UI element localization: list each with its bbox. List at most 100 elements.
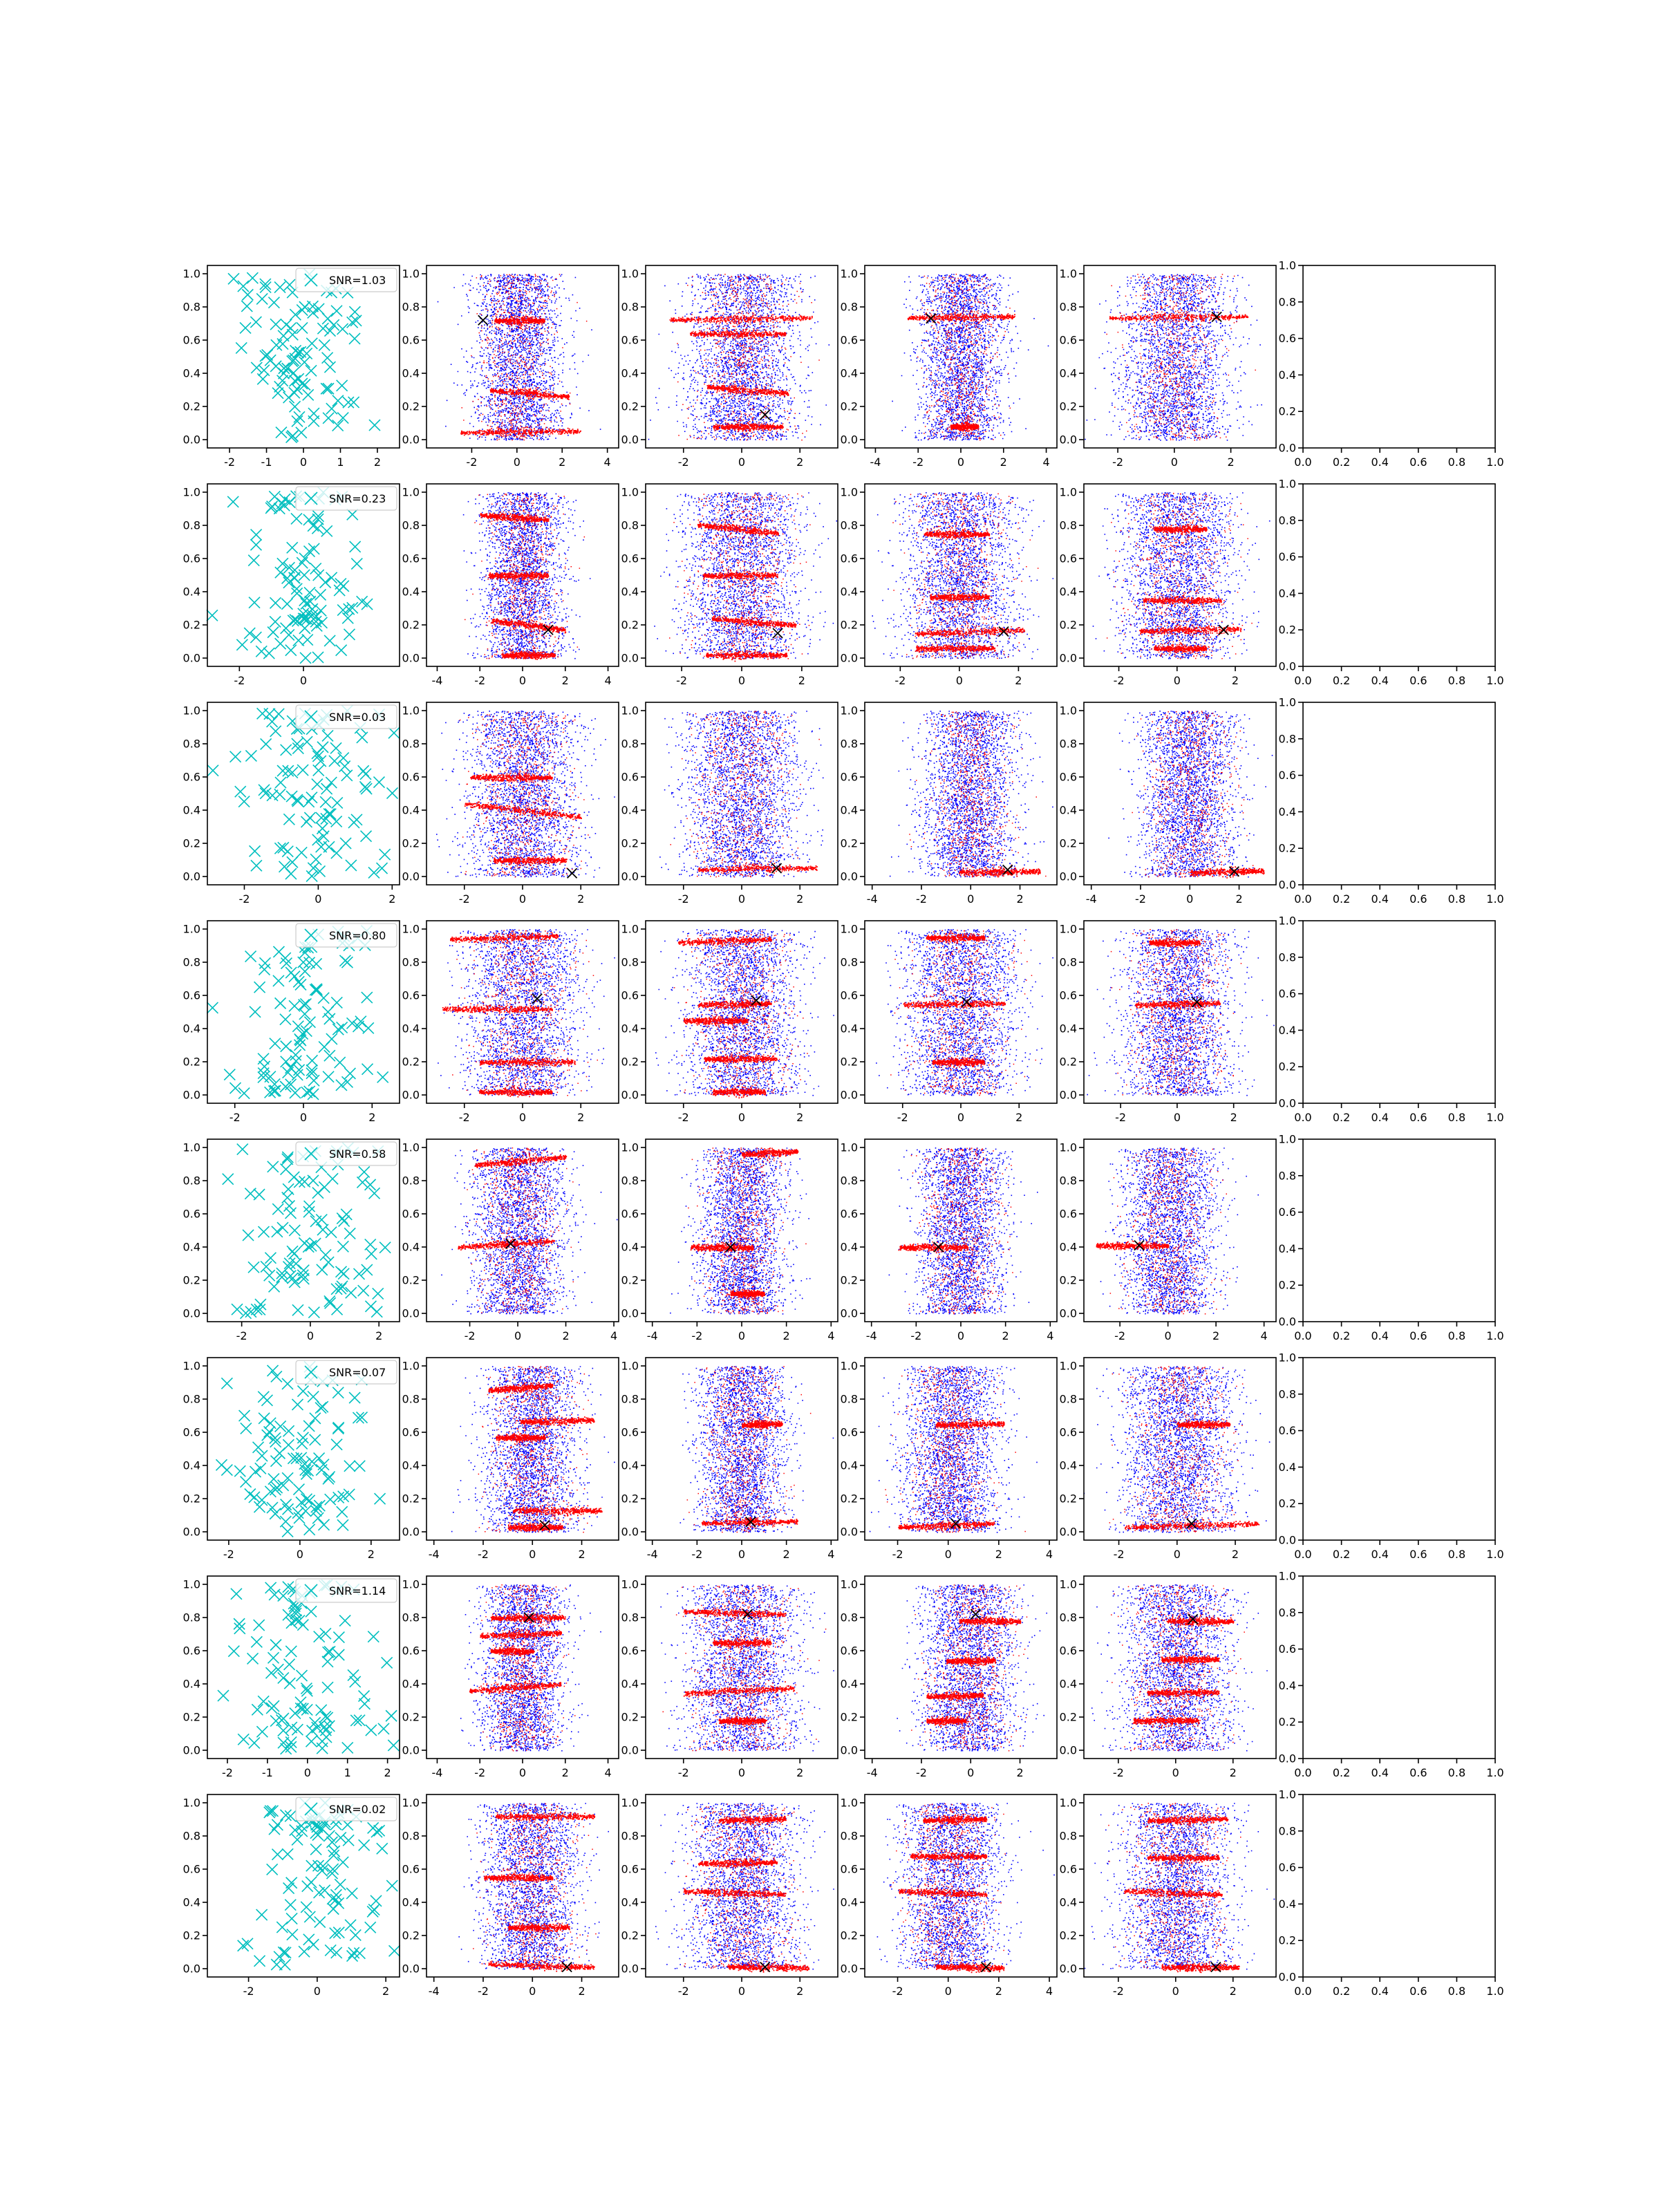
y-tick-label: 0.8 bbox=[621, 738, 639, 751]
sample-point bbox=[336, 1080, 347, 1091]
sample-point bbox=[331, 997, 342, 1008]
x-tick-label: -2 bbox=[459, 892, 470, 906]
empty-axes: 0.00.00.20.20.40.40.60.60.80.81.01.0 bbox=[1279, 1788, 1504, 1998]
y-tick-label: 0.0 bbox=[402, 652, 420, 665]
x-tick-label: 0 bbox=[967, 892, 974, 906]
density-scatter-axes: 0.00.20.40.60.81.0-2 0 2 bbox=[621, 1794, 847, 1998]
y-tick-label: 0.2 bbox=[1060, 1492, 1077, 1506]
y-tick-label: 0.6 bbox=[1279, 1861, 1296, 1874]
y-tick-label: 0.0 bbox=[402, 1962, 420, 1976]
x-tick-label: 0.4 bbox=[1371, 1329, 1388, 1342]
x-tick-label: 0 bbox=[956, 674, 963, 687]
sample-point bbox=[273, 709, 284, 720]
y-tick-label: 0.4 bbox=[1060, 1896, 1077, 1909]
x-tick-label: 2 bbox=[577, 1111, 584, 1124]
y-tick-label: 0.0 bbox=[1279, 442, 1296, 455]
x-tick-label: -2 bbox=[1112, 456, 1123, 469]
y-tick-label: 0.2 bbox=[621, 837, 639, 850]
x-tick-label: -2 bbox=[892, 1985, 903, 1998]
y-tick-label: 1.0 bbox=[402, 1141, 420, 1154]
y-tick-label: 0.8 bbox=[621, 1174, 639, 1188]
sample-point bbox=[350, 541, 361, 552]
y-tick-label: 1.0 bbox=[621, 486, 639, 499]
sample-point bbox=[322, 730, 333, 741]
x-tick-label: 2 bbox=[1016, 892, 1023, 906]
sample-point bbox=[349, 333, 360, 344]
sample-point bbox=[269, 1824, 280, 1835]
sample-point bbox=[250, 845, 261, 856]
axes-frame bbox=[1303, 921, 1495, 1103]
sample-point bbox=[339, 761, 350, 772]
sample-point bbox=[275, 997, 286, 1009]
sample-point bbox=[269, 491, 280, 502]
axes-frame bbox=[1303, 702, 1495, 885]
x-tick-label: -2 bbox=[678, 456, 689, 469]
density-scatter-axes: 0.00.20.40.60.81.0-4 -2 0 2 4 bbox=[621, 1358, 838, 1561]
sample-point bbox=[325, 1297, 336, 1309]
density-scatter-axes: 0.00.20.40.60.81.0-4 -2 0 2 4 bbox=[402, 1576, 619, 1779]
y-tick-label: 0.6 bbox=[183, 1208, 200, 1221]
sample-point bbox=[239, 1410, 250, 1421]
sample-point bbox=[319, 339, 330, 350]
y-tick-label: 0.6 bbox=[621, 1426, 639, 1439]
sample-point bbox=[379, 849, 391, 860]
sample-point bbox=[258, 1226, 269, 1237]
sample-point bbox=[308, 1939, 319, 1950]
y-tick-label: 0.2 bbox=[1279, 1279, 1296, 1292]
sample-point bbox=[299, 357, 310, 368]
y-tick-label: 0.0 bbox=[621, 1089, 639, 1102]
empty-axes: 0.00.00.20.20.40.40.60.60.80.81.01.0 bbox=[1279, 1351, 1504, 1562]
y-tick-label: 0.2 bbox=[183, 619, 200, 632]
x-tick-label: 2 bbox=[384, 1766, 391, 1779]
x-tick-label: 4 bbox=[1042, 456, 1049, 469]
y-tick-label: 0.4 bbox=[621, 1896, 639, 1909]
density-scatter-axes: 0.00.20.40.60.81.0-2 0 2 bbox=[621, 1576, 838, 1779]
sample-point bbox=[232, 1304, 243, 1315]
y-tick-label: 0.0 bbox=[621, 433, 639, 447]
sample-point bbox=[285, 1646, 297, 1657]
sample-point bbox=[251, 529, 262, 541]
sample-point bbox=[315, 1917, 326, 1928]
sample-point bbox=[365, 1922, 376, 1933]
y-tick-label: 0.4 bbox=[1279, 368, 1296, 382]
sample-point bbox=[244, 628, 255, 639]
x-tick-label: 0.8 bbox=[1448, 892, 1465, 906]
y-tick-label: 0.6 bbox=[402, 334, 420, 347]
y-tick-label: 1.0 bbox=[1060, 923, 1077, 936]
sample-point bbox=[238, 796, 250, 807]
background-points bbox=[863, 274, 1049, 440]
sample-point bbox=[270, 1640, 281, 1651]
sample-point bbox=[346, 1888, 357, 1899]
sample-point bbox=[236, 639, 247, 650]
y-tick-label: 0.8 bbox=[1279, 295, 1296, 308]
x-tick-label: -4 bbox=[431, 674, 442, 687]
sample-point bbox=[257, 373, 268, 384]
sample-point bbox=[304, 1017, 315, 1028]
sample-point bbox=[345, 1920, 356, 1931]
sample-point bbox=[365, 1239, 376, 1250]
x-tick-label: -2 bbox=[910, 1329, 921, 1342]
y-tick-label: 0.6 bbox=[1060, 1644, 1077, 1658]
y-tick-label: 0.4 bbox=[1060, 1022, 1077, 1035]
sample-point bbox=[242, 1938, 253, 1949]
snr-legend-label: SNR=0.02 bbox=[329, 1803, 386, 1816]
sample-point bbox=[336, 645, 347, 656]
sample-point bbox=[250, 1466, 261, 1477]
sample-point bbox=[323, 383, 334, 394]
y-tick-label: 1.0 bbox=[402, 486, 420, 499]
x-tick-label: -4 bbox=[867, 1766, 878, 1779]
x-tick-label: 2 bbox=[1002, 1329, 1009, 1342]
sample-point bbox=[312, 1722, 323, 1733]
sample-point bbox=[247, 272, 258, 283]
sample-point bbox=[306, 1860, 317, 1871]
y-tick-label: 0.8 bbox=[1279, 732, 1296, 745]
x-tick-label: 2 bbox=[1232, 1548, 1239, 1561]
sample-point bbox=[347, 509, 358, 520]
y-tick-label: 0.4 bbox=[621, 1459, 639, 1472]
sample-point bbox=[353, 1021, 364, 1032]
sample-point bbox=[342, 1742, 353, 1753]
x-tick-label: 0.6 bbox=[1409, 1111, 1427, 1124]
x-tick-label: 0.0 bbox=[1294, 1329, 1311, 1342]
sample-point bbox=[303, 389, 314, 400]
